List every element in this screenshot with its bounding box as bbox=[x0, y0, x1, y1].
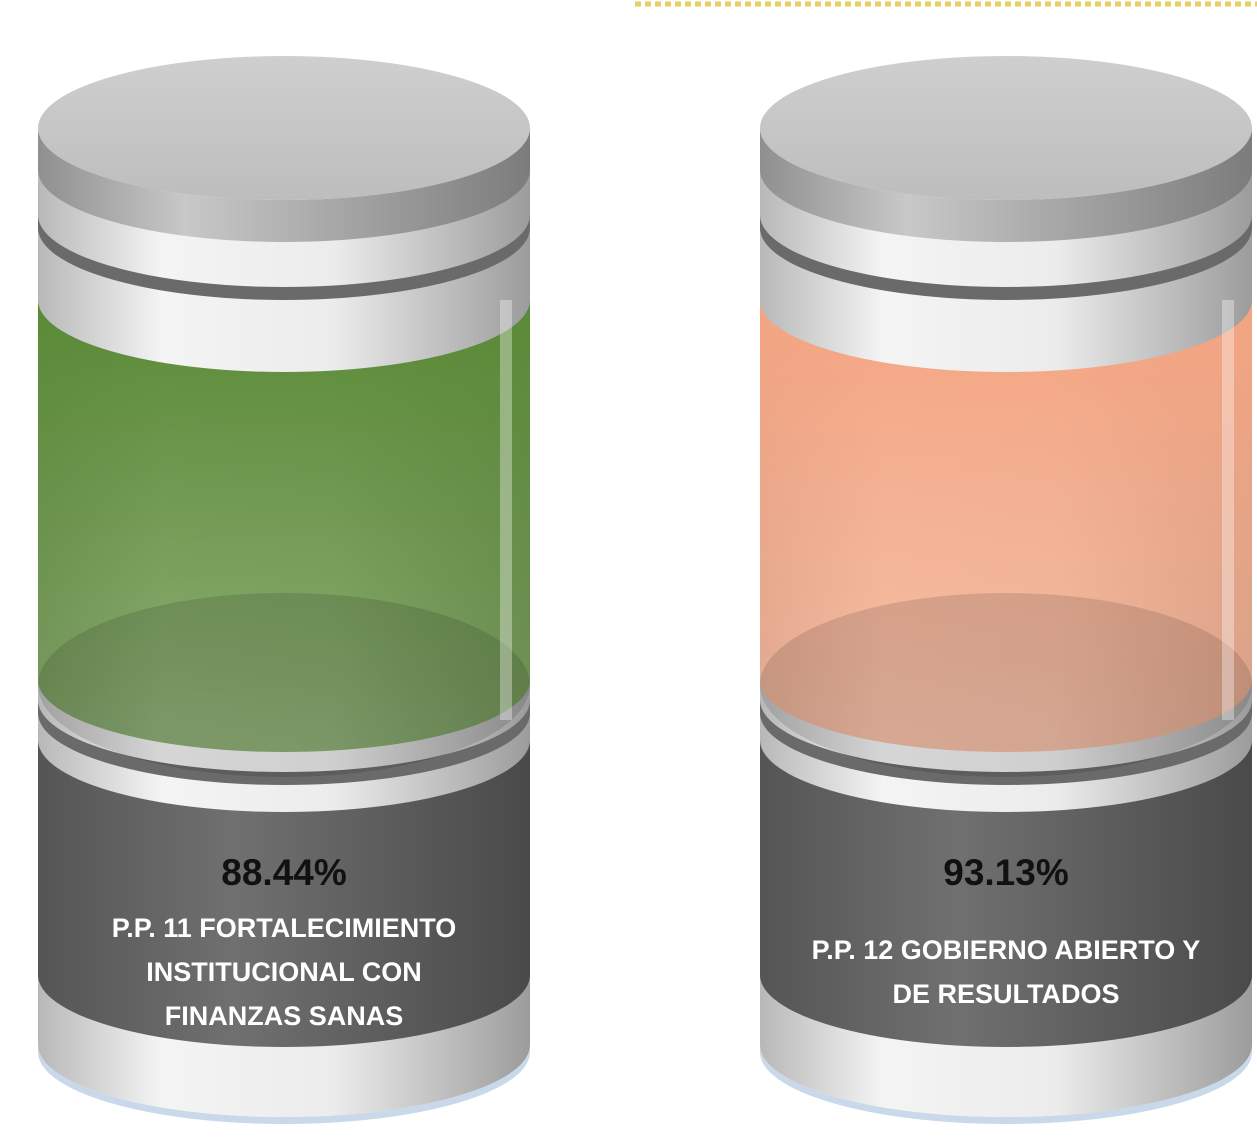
glass-highlight bbox=[1222, 300, 1234, 720]
cap-top bbox=[38, 56, 530, 200]
program-label: P.P. 12 GOBIERNO ABIERTO Y DE RESULTADOS bbox=[806, 902, 1206, 1042]
glass-highlight bbox=[500, 300, 512, 720]
cap-top bbox=[760, 56, 1252, 200]
percent-value: 93.13% bbox=[796, 852, 1216, 894]
liquid-surface bbox=[38, 593, 530, 777]
infographic: 88.44% P.P. 11 FORTALECIMIENTO INSTITUCIO… bbox=[0, 0, 1257, 1141]
percent-value: 88.44% bbox=[74, 852, 494, 894]
liquid-surface bbox=[760, 593, 1252, 777]
program-label: P.P. 11 FORTALECIMIENTO INSTITUCIONAL CO… bbox=[84, 902, 484, 1042]
